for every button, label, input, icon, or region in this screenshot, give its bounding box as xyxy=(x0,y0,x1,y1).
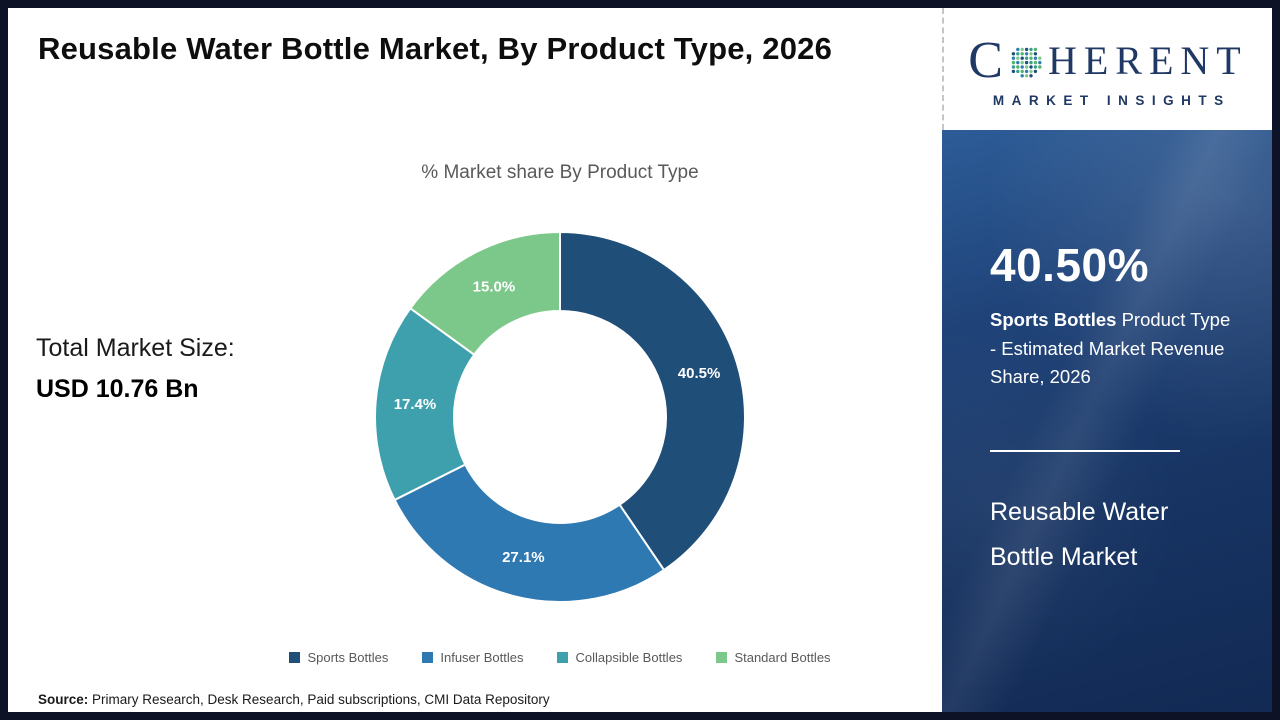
legend-item: Collapsible Bottles xyxy=(557,650,682,665)
globe-dot xyxy=(1020,56,1024,60)
highlight-value: 40.50% xyxy=(990,239,1150,291)
donut-slice-standard-bottles xyxy=(408,230,561,357)
globe-dot xyxy=(1038,60,1042,64)
slice-label: 40.5% xyxy=(678,365,721,382)
globe-dot xyxy=(1011,60,1016,64)
legend-label: Sports Bottles xyxy=(307,650,389,665)
right-column: C HERENT MARKET INSIGHTS 40.50% Sports B… xyxy=(942,8,1272,712)
donut-slice-sports-bottles xyxy=(559,230,746,572)
chart-legend: Sports Bottles Infuser Bottles Collapsible… xyxy=(158,650,962,665)
globe-dot xyxy=(1029,64,1033,69)
brand-logo: C HERENT MARKET INSIGHTS xyxy=(942,8,1272,130)
slice-label: 17.4% xyxy=(394,396,437,413)
globe-dot xyxy=(1020,69,1024,73)
legend-label: Collapsible Bottles xyxy=(575,650,683,665)
globe-dot xyxy=(1029,60,1033,64)
globe-dot xyxy=(1024,73,1029,77)
globe-dot xyxy=(1011,51,1016,55)
market-name: Reusable Water Bottle Market xyxy=(990,498,1169,572)
source-label: Source: xyxy=(38,692,89,707)
source-text: Primary Research, Desk Research, Paid su… xyxy=(88,692,550,707)
globe-dot xyxy=(1038,64,1042,69)
globe-dot xyxy=(1020,51,1024,55)
legend-marker xyxy=(557,652,569,663)
globe-dot xyxy=(1033,47,1038,51)
donut-chart-svg: 40.5% 27.1% 17.4% 15.0% xyxy=(374,230,746,603)
highlight-description-bold: Sports Bottles xyxy=(990,309,1117,330)
globe-dot xyxy=(1011,64,1016,69)
highlight-description-rest: Product Type - Estimated Market Revenue … xyxy=(990,309,1231,388)
highlight-panel-content: 40.50% Sports Bottles Product Type - Est… xyxy=(990,238,1232,580)
globe-dot xyxy=(1033,51,1038,55)
legend-label: Standard Bottles xyxy=(734,650,831,665)
legend-marker xyxy=(716,652,728,663)
globe-dot xyxy=(1011,69,1016,73)
legend-marker xyxy=(422,652,434,663)
total-market-size: Total Market Size: USD 10.76 Bn xyxy=(36,334,235,404)
donut-slice-infuser-bottles xyxy=(393,463,666,603)
globe-dot xyxy=(1033,56,1038,60)
brand-tagline: MARKET INSIGHTS xyxy=(992,92,1231,108)
globe-dot xyxy=(1016,69,1020,73)
main-panel: Reusable Water Bottle Market, By Product… xyxy=(8,8,942,712)
globe-dot xyxy=(1016,60,1020,64)
slice-label: 15.0% xyxy=(473,278,516,295)
total-market-size-value: USD 10.76 Bn xyxy=(36,375,199,403)
globe-dot xyxy=(1024,47,1029,51)
globe-dot xyxy=(1016,51,1020,55)
globe-dot xyxy=(1020,47,1024,51)
legend-item: Sports Bottles xyxy=(289,650,388,665)
globe-dot xyxy=(1024,51,1029,55)
globe-dot xyxy=(1029,56,1033,60)
globe-dot xyxy=(1020,73,1024,77)
globe-dot xyxy=(1016,56,1020,60)
page-title: Reusable Water Bottle Market, By Product… xyxy=(38,31,833,66)
source-note: Source: Primary Research, Desk Research,… xyxy=(38,692,550,707)
globe-dot xyxy=(1020,60,1024,64)
globe-dot xyxy=(1024,69,1029,73)
globe-dot xyxy=(1016,64,1020,69)
globe-dot xyxy=(1033,60,1038,64)
globe-dot xyxy=(1016,47,1020,51)
globe-dot xyxy=(1029,69,1033,73)
highlight-panel: 40.50% Sports Bottles Product Type - Est… xyxy=(942,130,1272,712)
globe-dot xyxy=(1038,56,1042,60)
donut-chart: 40.5% 27.1% 17.4% 15.0% xyxy=(370,227,750,607)
globe-dot xyxy=(1033,69,1038,73)
globe-icon xyxy=(1011,47,1042,77)
legend-marker xyxy=(289,652,301,663)
highlight-description: Sports Bottles Product Type - Estimated … xyxy=(990,306,1232,392)
divider-line xyxy=(990,450,1180,453)
globe-dot xyxy=(1033,64,1038,69)
total-market-size-label: Total Market Size: xyxy=(36,334,235,362)
legend-item: Standard Bottles xyxy=(716,650,831,665)
brand-letters-rest: HERENT xyxy=(1047,37,1248,83)
chart-title: % Market share By Product Type xyxy=(421,162,699,183)
brand-letter-c: C xyxy=(968,31,1005,89)
globe-dot xyxy=(1024,64,1029,69)
globe-dot xyxy=(1024,56,1029,60)
brand-wordmark: C HERENT xyxy=(968,31,1248,89)
globe-dot xyxy=(1020,64,1024,69)
legend-item: Infuser Bottles xyxy=(422,650,523,665)
globe-dot xyxy=(1029,73,1033,77)
globe-dot xyxy=(1029,51,1033,55)
globe-dot xyxy=(1029,47,1033,51)
slice-label: 27.1% xyxy=(502,549,545,566)
globe-dot xyxy=(1011,56,1016,60)
legend-label: Infuser Bottles xyxy=(440,650,524,665)
globe-dot xyxy=(1024,60,1029,64)
